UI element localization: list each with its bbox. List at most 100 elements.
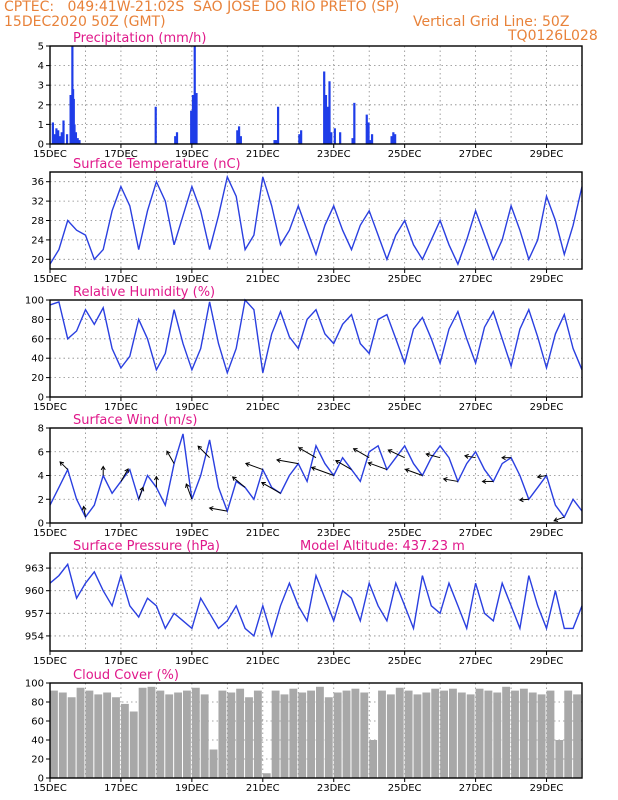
- x-tick-label: 15DEC: [33, 274, 67, 285]
- precip-bar: [236, 130, 239, 144]
- header-model-id: TQ0126L028: [508, 28, 598, 44]
- y-tick-label: 20: [31, 755, 44, 766]
- y-tick-label: 0: [38, 774, 44, 785]
- x-tick-label: 23DEC: [317, 656, 351, 667]
- y-tick-label: 100: [25, 296, 44, 307]
- wind-arrow: [311, 467, 334, 476]
- y-tick-label: 8: [38, 424, 44, 435]
- precip-bar: [55, 128, 58, 144]
- panel-frame: [49, 45, 583, 145]
- panel-frame: [49, 427, 583, 524]
- wind-arrow-head: [81, 505, 87, 511]
- precip-bar: [392, 132, 395, 144]
- wind-arrow-head: [166, 450, 171, 456]
- panel-3: 0 20 40 60 80 100 15DEC 17DEC 19DEC 21DEC 23DEC 25D…: [25, 285, 583, 413]
- wind-arrow-head: [352, 448, 358, 453]
- x-tick-label: 17DEC: [104, 402, 138, 413]
- x-tick-label: 25DEC: [388, 656, 422, 667]
- cloud-bar: [369, 740, 378, 778]
- precip-bar: [73, 124, 76, 144]
- wind-arrow: [537, 475, 547, 478]
- cloud-bar: [351, 688, 360, 778]
- x-tick-label: 27DEC: [459, 783, 493, 794]
- precip-bar: [174, 136, 177, 144]
- panel-title: Relative Humidity (%): [73, 285, 215, 300]
- cloud-bar: [280, 694, 289, 778]
- cloud-bar: [147, 686, 156, 778]
- precip-bar: [193, 46, 196, 144]
- cloud-bar: [564, 690, 573, 778]
- y-tick-label: 40: [31, 354, 44, 365]
- x-tick-label: 15DEC: [33, 528, 67, 539]
- wind-arrow-head: [100, 465, 106, 471]
- wind-arrow: [553, 516, 565, 522]
- panel-title: Surface Pressure (hPa): [73, 539, 220, 554]
- wind-arrow-head: [335, 459, 340, 465]
- cloud-bar: [378, 690, 386, 778]
- cloud-bar: [298, 692, 307, 778]
- cloud-bar: [271, 690, 280, 778]
- x-tick-label: 15DEC: [33, 149, 67, 160]
- cloud-bar: [58, 692, 67, 778]
- cloud-bar: [493, 692, 502, 778]
- precip-bar: [351, 138, 354, 144]
- x-tick-label: 27DEC: [459, 274, 493, 285]
- x-tick-label: 23DEC: [317, 783, 351, 794]
- y-tick-label: 80: [31, 698, 44, 709]
- series-line: [49, 562, 583, 639]
- wind-arrow: [368, 462, 388, 471]
- panel-title: Cloud Cover (%): [73, 668, 179, 683]
- panel-5: 954 957 960 963 15DEC 17DEC 19DEC 21DEC 23DEC 25D…: [25, 539, 583, 667]
- cloud-bar: [200, 694, 209, 778]
- precip-bar: [175, 132, 179, 144]
- y-tick-label: 28: [31, 216, 44, 227]
- y-tick-label: 0: [38, 140, 44, 151]
- series-line: [49, 298, 583, 376]
- panel-frame: [49, 299, 583, 398]
- wind-arrow-head: [442, 477, 448, 482]
- wind-arrow-head: [481, 478, 487, 484]
- x-tick-label: 21DEC: [246, 149, 280, 160]
- wind-arrow: [443, 478, 458, 482]
- wind-arrow-head: [153, 475, 159, 481]
- cloud-bar: [528, 692, 537, 778]
- cloud-bar: [227, 692, 236, 778]
- x-tick-label: 27DEC: [459, 402, 493, 413]
- wind-arrow: [276, 459, 299, 465]
- wind-arrow: [209, 507, 228, 512]
- cloud-bar: [236, 688, 245, 778]
- cloud-bar: [324, 697, 333, 778]
- y-tick-label: 36: [31, 177, 44, 188]
- wind-arrow-head: [367, 461, 373, 467]
- x-tick-label: 23DEC: [317, 528, 351, 539]
- cloud-bar: [245, 697, 253, 778]
- cloud-bar: [94, 694, 103, 778]
- x-tick-label: 17DEC: [104, 783, 138, 794]
- wind-arrow: [261, 482, 281, 494]
- panel-1: 0 1 2 3 4 5 15DEC 17DEC 19DEC 21DEC 23DEC 25DEC 27DE…: [33, 31, 583, 160]
- wind-arrow: [166, 450, 175, 464]
- wind-arrow-head: [310, 466, 316, 471]
- cloud-bar: [537, 694, 546, 778]
- cloud-bar: [129, 711, 138, 778]
- cloud-bar: [165, 694, 174, 778]
- wind-arrow: [353, 448, 370, 459]
- wind-arrow-head: [139, 486, 145, 492]
- wind-arrow: [519, 498, 529, 501]
- precip-bar: [53, 134, 56, 144]
- cloud-bar: [138, 687, 147, 778]
- x-tick-label: 17DEC: [104, 274, 138, 285]
- precip-bar: [195, 93, 198, 144]
- x-tick-label: 23DEC: [317, 149, 351, 160]
- y-tick-label: 4: [38, 471, 44, 482]
- series-line: [49, 174, 583, 266]
- cloud-bar: [316, 686, 324, 778]
- wind-arrow-head: [208, 506, 214, 512]
- y-tick-label: 1: [38, 120, 44, 131]
- precip-bar: [273, 140, 276, 144]
- cloud-bar: [307, 690, 315, 778]
- precip-bar: [330, 132, 333, 144]
- wind-arrow-head: [244, 462, 250, 467]
- wind-arrow: [138, 487, 144, 500]
